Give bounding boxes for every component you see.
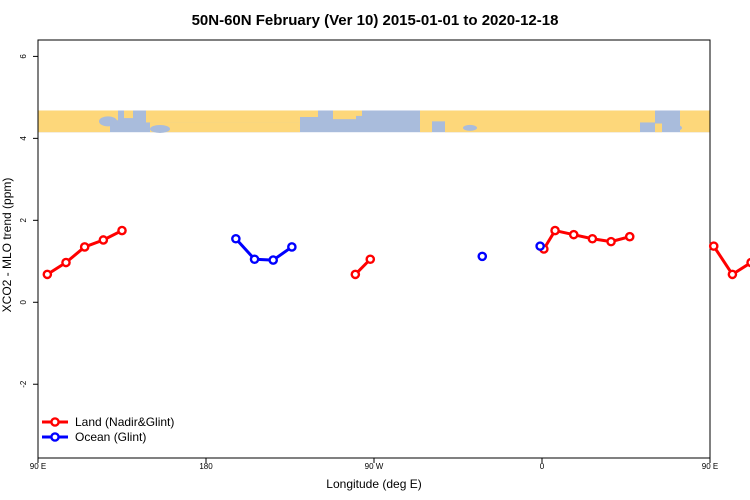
map-land-11 [500,110,640,133]
map-water-2 [150,124,170,133]
map-land-6 [333,110,356,120]
map-land-14 [680,110,710,133]
map-water-6 [463,124,477,131]
y-tick-label-3: 4 [19,136,28,141]
land-point-10 [587,233,598,244]
ocean-point-5 [535,241,545,251]
land-point-2 [79,242,90,252]
y-axis-label: XCO2 - MLO trend (ppm) [0,178,14,313]
map-land-9 [432,110,445,122]
land-point-1 [61,257,71,268]
map-land-12 [640,110,655,123]
plot-frame [37,39,711,459]
map-land-7 [356,110,362,116]
y-tick-label-0: -2 [19,380,28,388]
legend-ocean-marker [50,432,60,442]
land-point-0 [42,269,53,280]
land-point-9 [568,229,579,240]
ocean-point-3 [287,242,297,252]
map-land-2 [124,110,133,119]
map-land-5 [300,110,318,118]
x-tick-label-2: 90 W [365,462,384,471]
x-tick-label-1: 180 [199,462,213,471]
legend-ocean-label: Ocean (Glint) [75,430,146,444]
y-tick-label-1: 0 [19,300,28,305]
map-land-1 [110,110,118,121]
land-point-6 [365,254,376,265]
ocean-point-1 [249,254,260,265]
map-band [38,110,710,133]
y-axis: -2 0 2 4 6 [19,54,38,388]
x-axis: 90 E 180 90 W 0 90 E [30,458,718,471]
map-land-8 [420,110,432,133]
series-layer [42,225,750,280]
map-water-4 [375,115,385,122]
x-tick-label-3: 0 [540,462,545,471]
map-land-0 [38,110,110,133]
map-land-4 [150,122,300,133]
map-water-0 [99,116,117,127]
land-series-line-3 [712,245,750,276]
map-land-13 [655,123,662,133]
map-land-10 [445,110,500,133]
land-point-13 [708,241,719,251]
chart-title: 50N-60N February (Ver 10) 2015-01-01 to … [192,12,559,29]
ocean-point-2 [268,255,279,265]
x-axis-label: Longitude (deg E) [326,477,421,491]
ocean-point-0 [231,233,241,244]
ocean-point-4 [477,251,488,262]
y-tick-label-2: 2 [19,218,28,223]
land-point-14 [727,269,738,280]
map-water-8 [670,124,682,131]
x-tick-label-4: 90 E [702,462,718,471]
land-series-line-0 [46,229,123,276]
map-water-7 [656,112,672,123]
land-point-15 [746,257,750,268]
legend-land-label: Land (Nadir&Glint) [75,415,174,429]
land-point-3 [98,235,109,245]
land-point-5 [350,269,361,280]
legend: Land (Nadir&Glint) Ocean (Glint) [42,415,174,444]
map-water-3 [334,121,350,130]
map-water-5 [389,119,401,126]
legend-land-marker [50,417,60,427]
land-point-4 [117,225,127,236]
x-tick-label-0: 90 E [30,462,46,471]
ocean-series-line-0 [234,237,293,262]
y-tick-label-4: 6 [19,54,28,59]
map-water-1 [134,110,146,119]
land-point-12 [624,231,635,242]
land-point-8 [550,225,560,236]
map-land-3 [146,110,300,123]
land-point-11 [606,236,616,247]
